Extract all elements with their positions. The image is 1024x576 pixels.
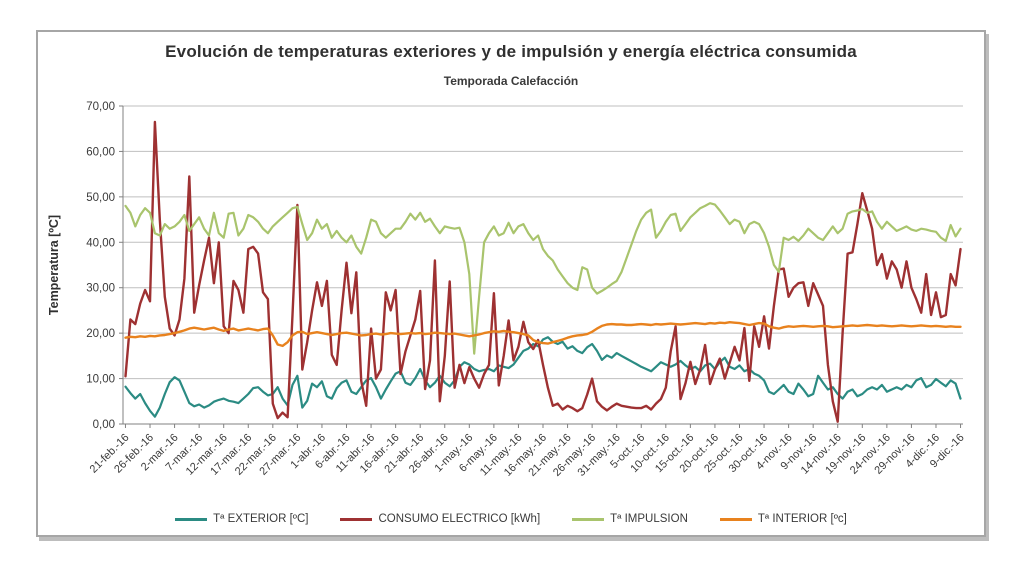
y-axis-tick-label: 60,00 <box>86 146 115 158</box>
y-axis-tick-label: 20,00 <box>86 328 115 340</box>
y-axis-tick-label: 70,00 <box>86 101 115 113</box>
series-line-consumo-electrico-kwh <box>124 120 962 423</box>
series-line-t-interior-c <box>124 321 962 348</box>
legend-item: CONSUMO ELECTRICO [kWh] <box>340 513 540 525</box>
legend-line-swatch <box>719 517 752 521</box>
y-axis-tick-label: 0,00 <box>93 419 115 431</box>
series-line-t-impulsion <box>124 202 962 355</box>
legend-item: Tª IMPULSION <box>572 513 688 525</box>
line-chart-plot: 70,0060,0050,0040,0030,0020,0010,000,002… <box>47 101 967 479</box>
y-axis-tick-label: 40,00 <box>86 237 115 249</box>
legend-line-swatch <box>175 517 208 521</box>
legend-line-swatch <box>340 517 373 521</box>
chart-subtitle: Temporada Calefacción <box>443 74 579 88</box>
legend-label: CONSUMO ELECTRICO [kWh] <box>378 513 541 525</box>
y-axis-tick-label: 50,00 <box>86 192 115 204</box>
chart-legend: Tª EXTERIOR [ºC] CONSUMO ELECTRICO [kWh] T… <box>38 513 984 525</box>
y-axis-tick-label: 10,00 <box>86 374 115 386</box>
legend-item: Tª EXTERIOR [ºC] <box>175 513 308 525</box>
chart-title: Evolución de temperaturas exteriores y d… <box>165 42 857 61</box>
legend-item: Tª INTERIOR [ºc] <box>719 513 847 525</box>
y-axis-tick-label: 30,00 <box>86 283 115 295</box>
legend-label: Tª EXTERIOR [ºC] <box>213 513 309 525</box>
chart-frame: Evolución de temperaturas exteriores y d… <box>36 30 986 537</box>
legend-label: Tª IMPULSION <box>610 513 688 525</box>
legend-label: Tª INTERIOR [ºc] <box>757 513 847 525</box>
y-axis-title: Temperatura [ºC] <box>47 215 61 315</box>
series-line-t-exterior-c <box>124 336 962 418</box>
legend-line-swatch <box>572 517 605 521</box>
